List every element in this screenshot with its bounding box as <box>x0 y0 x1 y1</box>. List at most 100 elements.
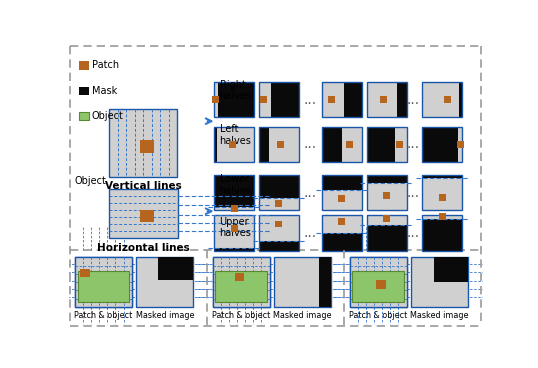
Bar <box>259 82 299 117</box>
Bar <box>274 258 331 307</box>
Bar <box>438 213 445 220</box>
Bar <box>422 175 462 210</box>
Text: Patch & object: Patch & object <box>349 311 407 319</box>
Bar <box>231 205 238 212</box>
Bar <box>366 82 407 117</box>
Bar <box>322 175 362 190</box>
Bar <box>259 175 299 198</box>
Bar <box>344 82 362 117</box>
Bar <box>377 280 386 289</box>
Bar <box>275 199 282 206</box>
Bar <box>366 225 407 251</box>
Bar <box>213 258 270 307</box>
Bar <box>350 258 407 307</box>
Bar <box>444 96 451 103</box>
Text: ...: ... <box>304 137 317 151</box>
Text: Masked image: Masked image <box>136 311 194 319</box>
Bar <box>322 233 362 251</box>
Bar <box>422 178 462 210</box>
Bar <box>422 215 462 219</box>
Bar <box>422 219 462 251</box>
Bar <box>271 82 299 117</box>
Bar <box>275 220 282 227</box>
Bar <box>75 258 132 307</box>
Bar <box>366 215 407 251</box>
Text: Horizontal lines: Horizontal lines <box>97 243 190 253</box>
Bar <box>422 82 462 117</box>
Bar <box>366 127 395 162</box>
Bar <box>109 109 177 177</box>
Text: Left
halves: Left halves <box>220 124 251 146</box>
Bar <box>457 141 464 148</box>
Text: ...: ... <box>304 186 317 200</box>
Bar <box>395 127 407 162</box>
Bar <box>459 82 462 117</box>
Text: Vertical lines: Vertical lines <box>105 181 182 191</box>
Bar <box>338 218 345 225</box>
Bar <box>109 189 178 238</box>
Bar <box>380 96 387 103</box>
Bar <box>352 271 404 302</box>
Bar <box>322 82 344 117</box>
Bar <box>235 273 244 282</box>
Text: ...: ... <box>406 93 419 107</box>
Bar <box>259 198 299 210</box>
Bar <box>318 258 331 307</box>
Bar <box>140 210 154 222</box>
Bar <box>458 127 462 162</box>
Text: Masked image: Masked image <box>410 311 469 319</box>
Bar <box>214 82 254 117</box>
Bar <box>260 96 267 103</box>
Bar <box>214 215 254 251</box>
Bar <box>328 96 335 103</box>
Bar <box>397 141 404 148</box>
Bar <box>422 82 459 117</box>
Text: Lower
halves: Lower halves <box>220 174 251 196</box>
Bar <box>231 225 238 231</box>
Text: Upper
halves: Upper halves <box>220 217 251 238</box>
Bar <box>75 258 132 307</box>
Bar <box>218 82 254 117</box>
Bar <box>77 271 129 302</box>
Text: Patch: Patch <box>91 60 119 70</box>
Bar <box>259 127 269 162</box>
Bar <box>366 175 407 183</box>
Bar <box>366 175 407 210</box>
Bar <box>259 215 299 251</box>
Text: ...: ... <box>304 93 317 107</box>
Bar <box>214 215 254 248</box>
Bar <box>434 258 468 282</box>
Bar <box>422 127 458 162</box>
Bar <box>322 82 362 117</box>
Bar <box>322 190 362 210</box>
Bar <box>136 258 193 307</box>
Bar <box>346 141 353 148</box>
Bar <box>259 175 299 210</box>
Bar <box>322 127 362 162</box>
Bar <box>214 175 254 207</box>
Bar <box>366 127 407 162</box>
Bar <box>80 86 89 95</box>
Text: Object: Object <box>75 176 107 186</box>
Bar <box>322 127 342 162</box>
Bar <box>214 127 217 162</box>
Bar <box>383 215 390 222</box>
Text: Mask: Mask <box>91 86 117 96</box>
Bar <box>397 82 407 117</box>
Bar <box>229 141 236 148</box>
Text: ...: ... <box>406 186 419 200</box>
Bar <box>259 241 299 251</box>
Bar <box>422 127 462 162</box>
Bar <box>322 175 362 210</box>
Text: Right
halves: Right halves <box>220 79 251 101</box>
Bar <box>213 258 270 307</box>
Bar <box>366 82 397 117</box>
Bar <box>278 141 284 148</box>
Bar <box>213 96 219 103</box>
Bar <box>214 82 218 117</box>
Bar <box>214 175 254 210</box>
Bar <box>80 61 89 70</box>
Text: ...: ... <box>406 137 419 151</box>
Bar <box>259 82 271 117</box>
Bar <box>383 192 390 199</box>
